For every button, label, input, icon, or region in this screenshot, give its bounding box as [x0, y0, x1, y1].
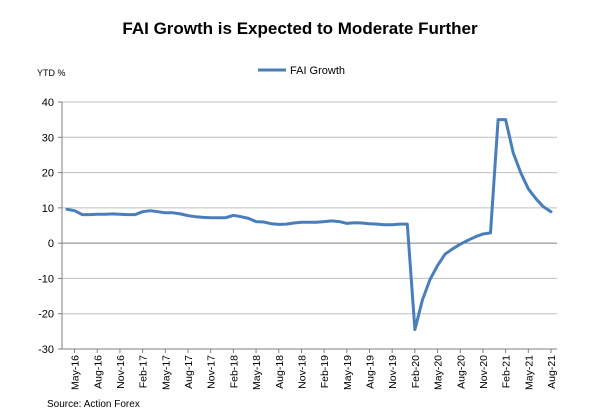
y-tick-label: 20 — [42, 168, 54, 180]
x-tick-label: May-16 — [70, 355, 82, 390]
x-tick-label: May-17 — [160, 355, 172, 390]
x-axis: May-16 Aug-16 Nov-16 Feb-17 May-17 Aug-17 Nov-… — [61, 102, 558, 390]
x-tick-label: Aug-16 — [92, 355, 104, 389]
y-tick-label: 0 — [48, 238, 54, 250]
x-tick-label: Nov-17 — [206, 355, 218, 389]
y-axis-unit-label: YTD % — [37, 68, 66, 78]
chart-title: FAI Growth is Expected to Moderate Furth… — [122, 19, 478, 38]
gridlines — [62, 101, 557, 350]
legend: FAI Growth — [258, 65, 345, 77]
y-tick-label: -30 — [38, 344, 54, 356]
x-tick-label: Feb-17 — [138, 355, 150, 388]
x-tick-label: Nov-18 — [296, 355, 308, 389]
x-tick-label: Feb-21 — [501, 355, 513, 388]
x-tick-label: Aug-20 — [455, 355, 467, 389]
x-tick-label: Nov-16 — [115, 355, 127, 389]
y-tick-label: 10 — [42, 203, 54, 215]
x-tick-label: May-19 — [342, 355, 354, 390]
series-lines — [65, 118, 553, 332]
series-line-fai-growth — [65, 118, 553, 332]
y-axis-ticks: 40 30 20 10 0 -10 -20 -30 — [38, 97, 62, 356]
y-tick-label: -10 — [38, 273, 54, 285]
x-tick-label: May-20 — [433, 355, 445, 390]
x-tick-label: Feb-18 — [228, 355, 240, 388]
y-tick-label: 40 — [42, 97, 54, 109]
x-tick-label: Aug-17 — [183, 355, 195, 389]
x-tick-label: Nov-20 — [478, 355, 490, 389]
source-note: Source: Action Forex — [47, 399, 140, 410]
y-tick-label: -20 — [38, 309, 54, 321]
x-tick-label: Aug-19 — [365, 355, 377, 389]
x-tick-label: Aug-18 — [274, 355, 286, 389]
x-tick-label: Feb-20 — [410, 355, 422, 388]
x-tick-label: May-18 — [251, 355, 263, 390]
x-tick-label: Nov-19 — [387, 355, 399, 389]
legend-label: FAI Growth — [290, 65, 345, 77]
y-tick-label: 30 — [42, 132, 54, 144]
x-tick-label: Feb-19 — [319, 355, 331, 388]
x-tick-label: Aug-21 — [546, 355, 558, 389]
x-tick-label: May-21 — [523, 355, 535, 390]
